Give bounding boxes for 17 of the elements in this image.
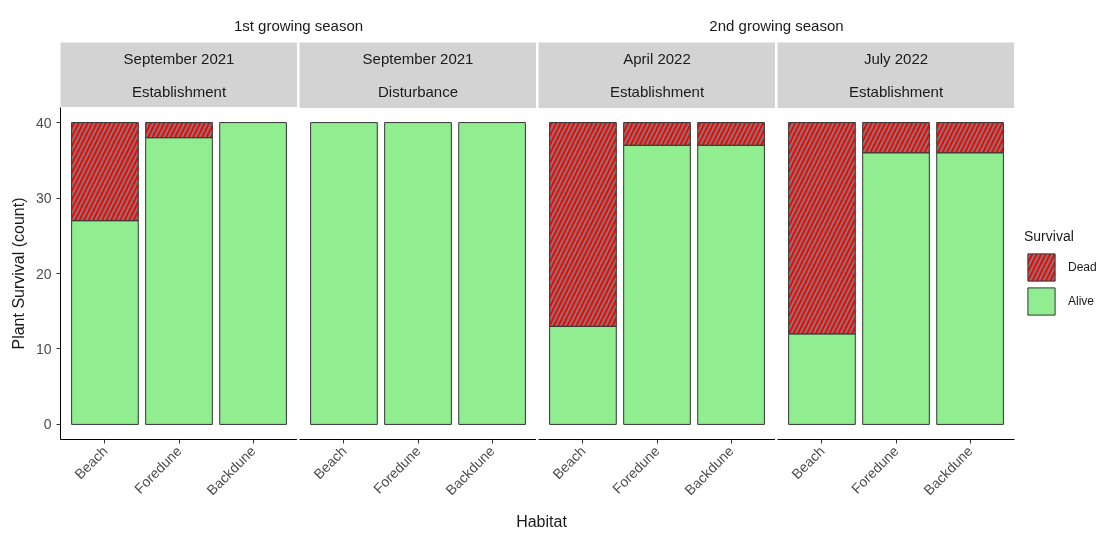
chart-subtitle: April 2022 Establishment <box>609 50 705 100</box>
y-tick-label: 20 <box>35 265 52 282</box>
y-tick-label: 0 <box>43 416 52 433</box>
chart-subtitle: September 2021 Establishment <box>123 50 235 100</box>
chart-title: 2nd growing season <box>709 17 844 35</box>
legend-title: Survival <box>1024 228 1075 244</box>
legend-label: Dead <box>1068 260 1097 274</box>
x-axis-title: Habitat <box>516 513 568 530</box>
y-tick-label: 30 <box>35 190 52 207</box>
chart-title: 1st growing season <box>233 17 364 35</box>
bar <box>219 122 287 425</box>
chart-subtitle: September 2021 Disturbance <box>362 50 474 100</box>
y-tick-label: 40 <box>35 114 52 131</box>
legend-label: Alive <box>1068 294 1095 308</box>
y-axis-title: Plant Survival (count) <box>9 197 27 350</box>
y-tick-label: 10 <box>35 340 52 357</box>
chart-subtitle: July 2022 Establishment <box>848 50 944 100</box>
